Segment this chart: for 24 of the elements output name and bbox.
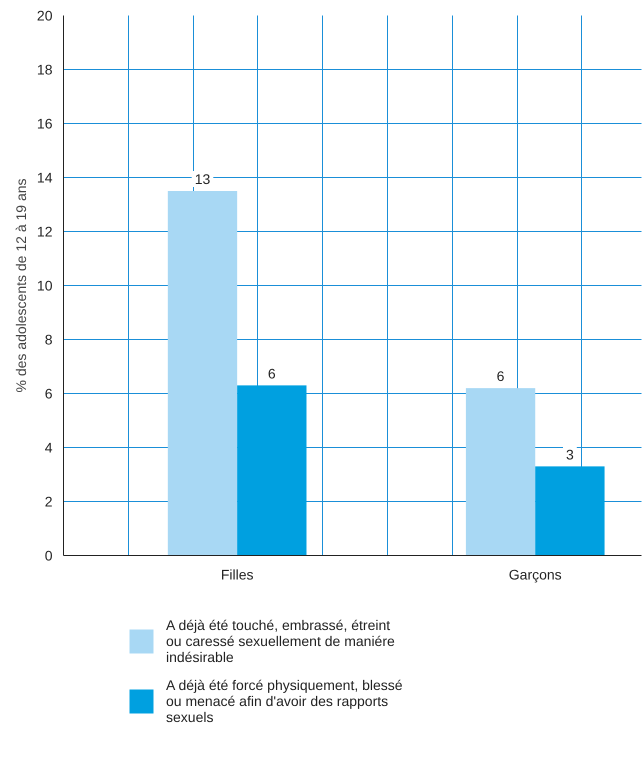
y-axis-title: % des adolescents de 12 à 19 ans <box>12 178 29 393</box>
x-tick-label: Garçons <box>508 566 562 582</box>
y-tick-label: 14 <box>36 170 53 186</box>
bar <box>168 191 238 556</box>
legend-label: A déjà été forcé physiquement, blessé ou menacé afin d'avoir des rapports sexuels <box>166 677 403 725</box>
y-tick-label: 18 <box>36 62 53 78</box>
y-tick-label: 16 <box>36 116 53 132</box>
bar <box>466 388 536 556</box>
y-tick-label: 8 <box>44 332 53 348</box>
y-tick-label: 2 <box>44 494 53 510</box>
y-tick-label: 6 <box>44 386 53 402</box>
legend-label: A déjà été touché, embrassé, étreint ou caressé sexuellement de maniére indésirable <box>166 617 395 665</box>
data-label: 13 <box>194 171 210 187</box>
y-tick-label: 10 <box>36 278 53 294</box>
y-tick-label: 12 <box>36 224 53 240</box>
bar <box>535 466 605 556</box>
y-tick-label: 4 <box>44 440 53 456</box>
data-label: 3 <box>566 446 574 462</box>
y-tick-label: 0 <box>44 548 53 564</box>
data-label: 6 <box>496 368 505 384</box>
x-tick-label: Filles <box>220 566 254 582</box>
data-label: 6 <box>268 365 276 382</box>
bar <box>237 385 306 556</box>
y-tick-label: 20 <box>36 8 53 24</box>
